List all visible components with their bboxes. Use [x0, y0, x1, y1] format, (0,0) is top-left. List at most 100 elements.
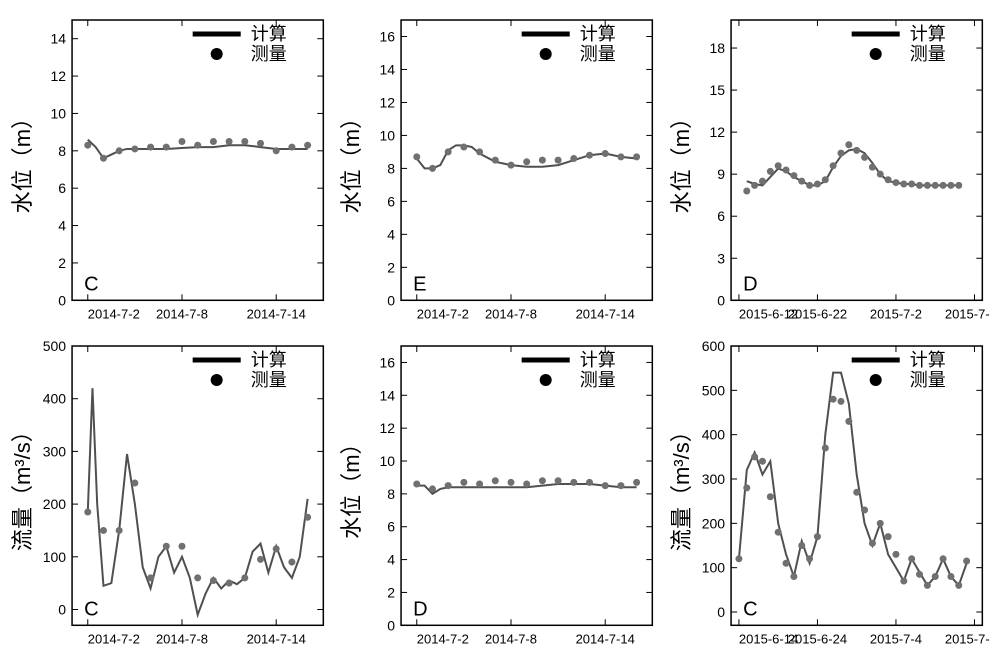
measured-point	[774, 162, 781, 169]
svg-text:4: 4	[388, 226, 396, 242]
svg-text:12: 12	[380, 94, 396, 110]
measured-point	[790, 172, 797, 179]
x-tick-label: 2015-6-22	[787, 306, 846, 321]
x-tick-label: 2014-7-2	[88, 306, 140, 321]
x-tick-label: 2014-7-14	[576, 632, 635, 647]
svg-text:10: 10	[380, 127, 396, 143]
measured-point	[814, 533, 821, 540]
svg-text:0: 0	[717, 292, 725, 308]
legend-point-label: 测量	[580, 370, 616, 390]
measured-point	[273, 147, 280, 154]
svg-text:4: 4	[388, 552, 396, 568]
measured-point	[414, 481, 421, 488]
svg-text:0: 0	[58, 292, 66, 308]
measured-point	[908, 556, 915, 563]
measured-point	[743, 485, 750, 492]
measured-point	[163, 543, 170, 550]
svg-text:400: 400	[701, 427, 725, 443]
measured-point	[571, 155, 578, 162]
svg-text:200: 200	[43, 496, 67, 512]
measured-point	[304, 142, 311, 149]
measured-point	[908, 180, 915, 187]
svg-text:12: 12	[709, 124, 725, 140]
x-tick-label: 2015-7-4	[870, 632, 922, 647]
measured-point	[939, 556, 946, 563]
legend-line-label: 计算	[580, 350, 616, 370]
measured-point	[798, 542, 805, 549]
svg-text:12: 12	[380, 420, 396, 436]
measured-point	[524, 481, 531, 488]
measured-point	[539, 478, 546, 485]
measured-point	[892, 179, 899, 186]
measured-point	[869, 164, 876, 171]
measured-point	[774, 529, 781, 536]
x-tick-label: 2014-7-14	[247, 632, 306, 647]
svg-text:600: 600	[701, 338, 725, 354]
measured-point	[414, 153, 421, 160]
measured-point	[602, 150, 609, 157]
measured-point	[743, 187, 750, 194]
x-tick-label: 2014-7-8	[485, 632, 537, 647]
chart-grid: 024681012142014-7-22014-7-82014-7-14水位（m…	[10, 10, 990, 653]
measured-point	[508, 479, 515, 486]
measured-point	[861, 507, 868, 514]
x-tick-label: 2014-7-8	[156, 632, 208, 647]
svg-text:6: 6	[717, 208, 725, 224]
measured-point	[116, 147, 123, 154]
measured-point	[892, 551, 899, 558]
panel-tag: E	[413, 273, 426, 295]
measured-point	[790, 573, 797, 580]
measured-point	[524, 158, 531, 165]
measured-point	[257, 140, 264, 147]
svg-text:9: 9	[717, 166, 725, 182]
svg-text:2: 2	[388, 585, 396, 601]
y-axis-label: 水位（m）	[669, 107, 694, 213]
x-tick-label: 2015-7-12	[944, 306, 990, 321]
measured-point	[178, 138, 185, 145]
measured-point	[304, 514, 311, 521]
svg-text:300: 300	[701, 471, 725, 487]
svg-text:2: 2	[58, 255, 66, 271]
measured-point	[602, 482, 609, 489]
measured-point	[539, 157, 546, 164]
measured-point	[869, 540, 876, 547]
measured-point	[210, 577, 217, 584]
y-axis-label: 流量（m³/s）	[669, 421, 694, 552]
measured-point	[555, 157, 562, 164]
measured-point	[147, 575, 154, 582]
svg-text:8: 8	[58, 143, 66, 159]
measured-point	[508, 162, 515, 169]
measured-point	[806, 556, 813, 563]
legend-line-label: 计算	[580, 24, 616, 44]
measured-point	[241, 575, 248, 582]
svg-text:10: 10	[50, 105, 66, 121]
panel-tag: D	[413, 599, 427, 621]
measured-point	[194, 575, 201, 582]
svg-text:0: 0	[388, 292, 396, 308]
measured-point	[633, 153, 640, 160]
measured-point	[84, 509, 91, 516]
measured-point	[618, 153, 625, 160]
svg-text:200: 200	[701, 516, 725, 532]
legend-point-icon	[540, 374, 552, 386]
panel-tag: C	[84, 599, 98, 621]
x-tick-label: 2015-7-2	[870, 306, 922, 321]
measured-point	[759, 458, 766, 465]
measured-point	[571, 479, 578, 486]
measured-point	[900, 578, 907, 585]
measured-point	[194, 142, 201, 149]
measured-point	[210, 138, 217, 145]
x-tick-label: 2014-7-14	[247, 306, 306, 321]
x-tick-label: 2015-6-24	[787, 632, 846, 647]
panel-tag: C	[84, 273, 98, 295]
measured-point	[884, 533, 891, 540]
panel-6: 01002003004005006002015-6-142015-6-24201…	[669, 336, 990, 653]
measured-point	[131, 145, 138, 152]
measured-point	[273, 546, 280, 553]
measured-point	[226, 138, 233, 145]
x-tick-label: 2014-7-14	[576, 306, 635, 321]
measured-point	[955, 582, 962, 589]
x-tick-label: 2014-7-2	[417, 632, 469, 647]
measured-point	[837, 398, 844, 405]
measured-point	[829, 162, 836, 169]
